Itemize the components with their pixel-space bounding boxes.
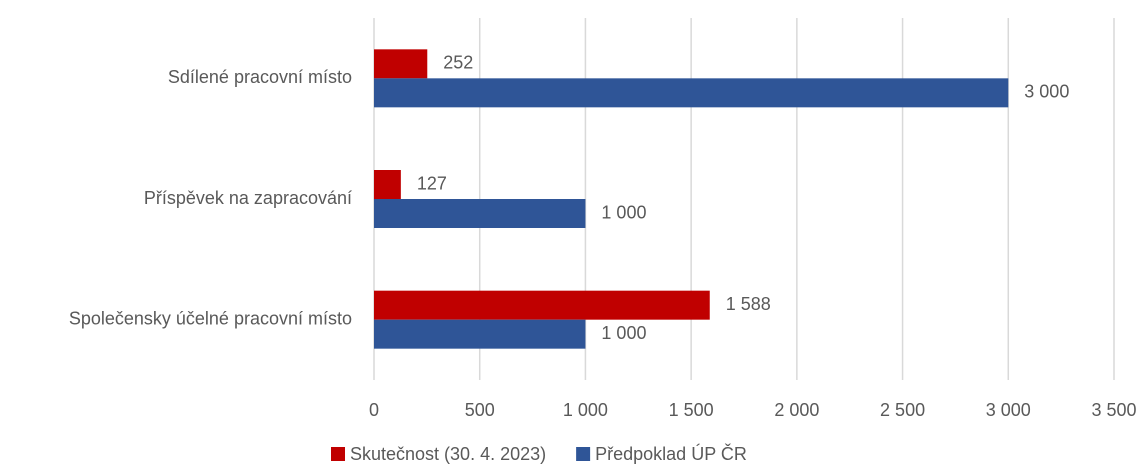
value-label: 3 000 [1024, 82, 1069, 102]
y-tick-label: Společensky účelné pracovní místo [69, 308, 352, 328]
legend-swatch [576, 447, 591, 461]
legend-swatch [331, 447, 345, 461]
x-tick-label: 2 500 [880, 400, 925, 420]
x-tick-label: 500 [465, 400, 495, 420]
bar [374, 170, 401, 199]
bar [374, 78, 1009, 108]
value-label: 252 [443, 53, 473, 73]
y-tick-label: Příspěvek na zapracování [144, 188, 352, 208]
x-tick-label: 0 [369, 400, 379, 420]
x-tick-label: 1 000 [563, 400, 608, 420]
value-label: 1 000 [601, 202, 646, 222]
bar [374, 49, 428, 79]
value-label: 1 588 [726, 294, 771, 314]
value-label: 127 [417, 173, 447, 193]
x-tick-label: 3 000 [986, 400, 1031, 420]
legend-label: Skutečnost (30. 4. 2023) [350, 444, 546, 464]
bar [374, 319, 586, 349]
bar [374, 290, 710, 320]
y-tick-label: Sdílené pracovní místo [168, 67, 352, 87]
bar [374, 199, 586, 228]
value-label: 1 000 [601, 323, 646, 343]
legend-label: Předpoklad ÚP ČR [595, 443, 747, 464]
x-tick-label: 2 000 [774, 400, 819, 420]
x-tick-label: 3 500 [1091, 400, 1136, 420]
x-tick-label: 1 500 [669, 400, 714, 420]
